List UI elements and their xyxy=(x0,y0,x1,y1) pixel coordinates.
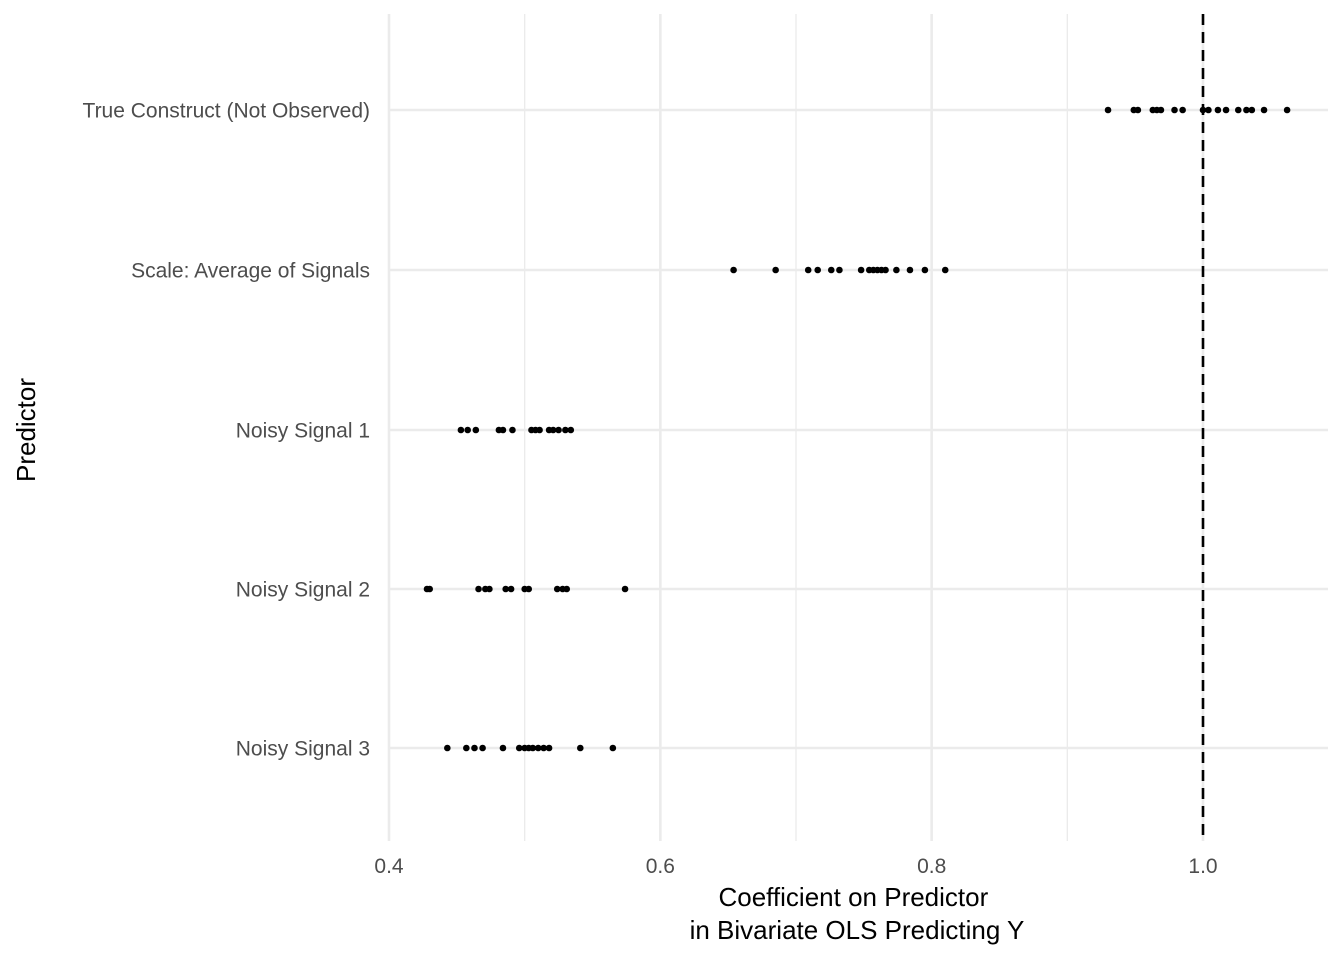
y-tick-label: Noisy Signal 2 xyxy=(236,579,370,602)
data-point xyxy=(804,266,812,274)
data-points xyxy=(423,106,1291,752)
data-point xyxy=(1205,106,1212,114)
data-point xyxy=(772,266,779,274)
data-point xyxy=(475,585,482,593)
data-point xyxy=(1222,106,1230,114)
data-point xyxy=(525,585,533,593)
data-point xyxy=(1234,106,1242,114)
data-point xyxy=(472,426,480,434)
data-point xyxy=(857,266,865,274)
x-tick-label: 0.8 xyxy=(917,855,946,878)
data-point xyxy=(576,744,584,752)
data-point xyxy=(893,266,900,274)
data-point xyxy=(499,744,507,752)
data-point xyxy=(814,266,822,274)
y-tick-label: Noisy Signal 3 xyxy=(236,738,370,761)
y-tick-label: Noisy Signal 1 xyxy=(236,420,370,443)
data-point xyxy=(836,266,843,274)
data-point xyxy=(1243,106,1250,114)
data-point xyxy=(1283,106,1291,114)
data-point xyxy=(730,266,737,274)
data-point xyxy=(479,744,486,752)
data-point xyxy=(464,426,471,434)
data-point xyxy=(1179,106,1186,114)
data-point xyxy=(1199,106,1207,114)
data-point xyxy=(882,266,889,274)
data-point xyxy=(534,744,542,752)
x-tick-label: 0.6 xyxy=(646,855,675,878)
data-point xyxy=(549,426,557,434)
data-point xyxy=(426,585,434,593)
data-point xyxy=(921,266,929,274)
x-tick-label: 1.0 xyxy=(1188,855,1217,878)
data-point xyxy=(502,585,509,593)
data-point xyxy=(457,426,465,434)
data-point xyxy=(540,744,547,752)
data-point xyxy=(1214,106,1222,114)
y-tick-labels: True Construct (Not Observed) Scale: Aver… xyxy=(83,100,370,761)
data-point xyxy=(1104,106,1112,114)
data-point xyxy=(536,426,543,434)
data-point xyxy=(507,585,515,593)
data-point xyxy=(463,744,470,752)
data-point xyxy=(555,426,562,434)
x-axis-title-line-1: Coefficient on Predictor xyxy=(718,882,988,912)
data-point xyxy=(906,266,914,274)
x-axis-title: Coefficient on Predictor in Bivariate OL… xyxy=(690,882,1025,945)
x-tick-labels: 0.4 0.6 0.8 1.0 xyxy=(374,855,1217,878)
x-tick-label: 0.4 xyxy=(374,855,404,878)
data-point xyxy=(553,585,561,593)
data-point xyxy=(1134,106,1142,114)
data-point xyxy=(609,744,617,752)
y-tick-label: Scale: Average of Signals xyxy=(131,260,370,283)
data-point xyxy=(941,266,949,274)
data-point xyxy=(1260,106,1268,114)
x-axis-title-line-2: in Bivariate OLS Predicting Y xyxy=(690,915,1025,945)
data-point xyxy=(515,744,523,752)
data-point xyxy=(567,426,575,434)
data-point xyxy=(486,585,493,593)
data-point xyxy=(563,585,571,593)
data-point xyxy=(827,266,835,274)
data-point xyxy=(471,744,478,752)
data-point xyxy=(509,426,516,434)
data-point xyxy=(1248,106,1256,114)
data-point xyxy=(1171,106,1178,114)
data-point xyxy=(444,744,451,752)
data-point xyxy=(621,585,629,593)
data-point xyxy=(545,744,553,752)
y-tick-label: True Construct (Not Observed) xyxy=(83,100,370,123)
data-point xyxy=(529,744,537,752)
y-axis-title: Predictor xyxy=(11,378,41,482)
data-point xyxy=(1157,106,1165,114)
data-point xyxy=(499,426,507,434)
data-point xyxy=(562,426,569,434)
